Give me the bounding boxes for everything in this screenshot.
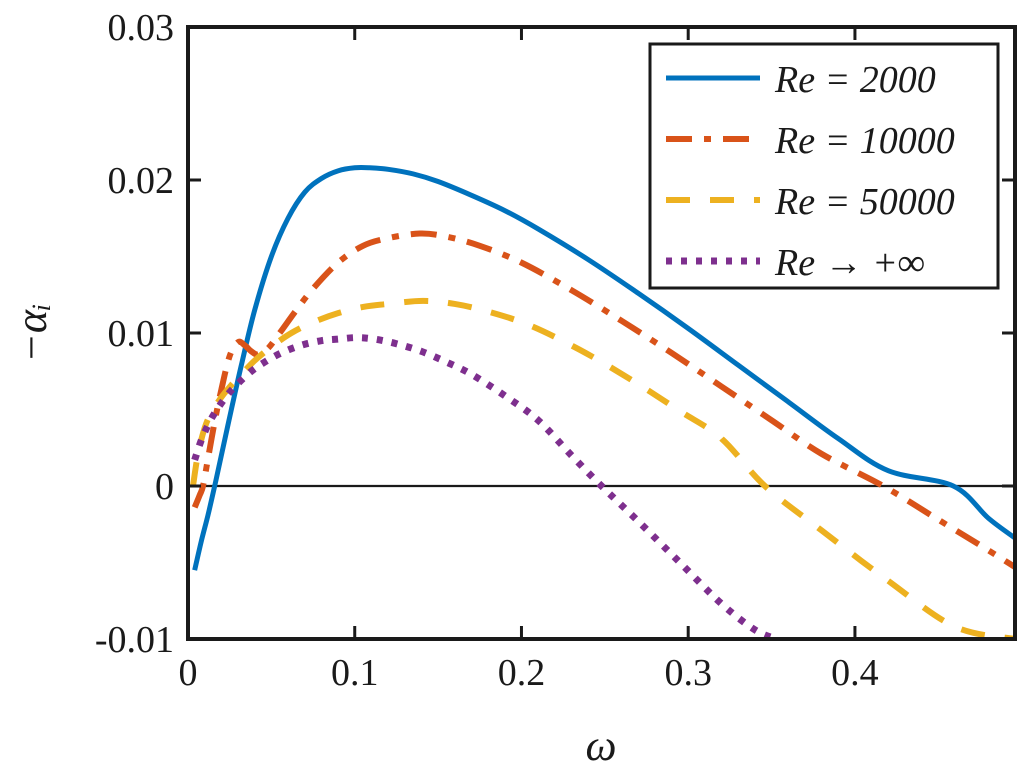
series-line-4 <box>191 334 778 639</box>
x-axis-label: ω <box>585 721 616 770</box>
series-line-1 <box>192 164 1015 571</box>
x-tick-label-2: 0.2 <box>498 652 546 694</box>
series-group <box>190 164 1015 639</box>
y-tick-label-3: 0.02 <box>108 160 175 202</box>
y-axis-label: −αᵢ <box>7 303 56 363</box>
legend-label-2: Re = 10000 <box>774 120 955 162</box>
y-tick-label-2: 0.01 <box>108 313 175 355</box>
x-tick-labels: 0 0.1 0.2 0.3 0.4 <box>179 652 879 694</box>
y-tick-label-1: 0 <box>155 466 174 508</box>
series-line-3 <box>190 297 1015 639</box>
legend-label-4: Re → +∞ <box>774 242 925 284</box>
legend-label-1: Re = 2000 <box>774 59 936 101</box>
x-tick-label-0: 0 <box>179 652 198 694</box>
x-tick-label-3: 0.3 <box>664 652 712 694</box>
legend-label-3: Re = 50000 <box>774 181 955 223</box>
y-tick-label-0: -0.01 <box>95 619 174 661</box>
legend-box <box>648 42 1000 290</box>
legend[interactable]: Re = 2000 Re = 10000 Re = 50000 Re → +∞ <box>648 42 1000 290</box>
y-tick-label-4: 0.03 <box>108 7 175 49</box>
legend-entries: Re = 2000 Re = 10000 Re = 50000 Re → +∞ <box>666 59 955 284</box>
tick-marks <box>186 27 1015 639</box>
series-line-2 <box>191 230 1015 570</box>
y-tick-labels: -0.01 0 0.01 0.02 0.03 <box>95 7 174 661</box>
x-tick-label-1: 0.1 <box>331 652 379 694</box>
x-tick-label-4: 0.4 <box>831 652 879 694</box>
